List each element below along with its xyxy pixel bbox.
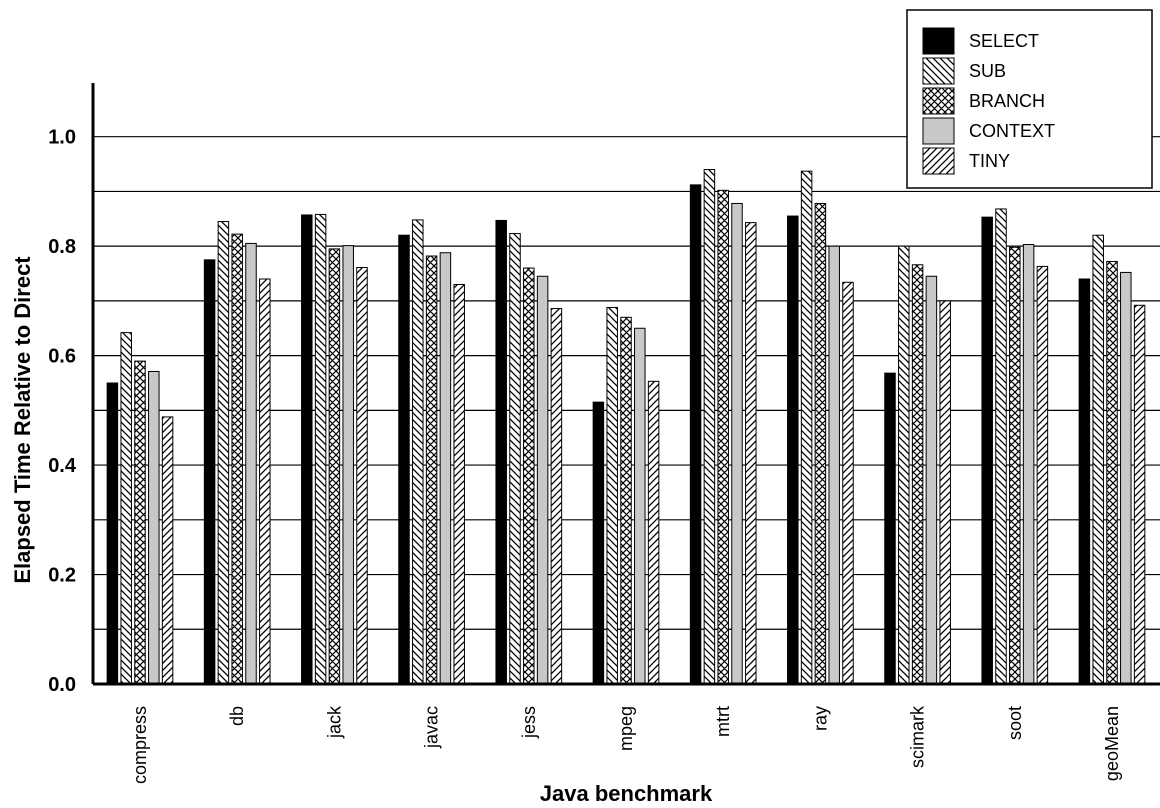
x-category-label: db [227, 706, 247, 726]
bar-branch-jess [523, 267, 535, 685]
bar-sub-ray [800, 170, 813, 685]
bar-select-soot [981, 216, 993, 685]
bar-sub-compress [120, 332, 132, 685]
bar-tiny-scimark [939, 300, 951, 685]
y-tick-label: 1.0 [48, 127, 76, 149]
bar-branch-mtrt [717, 189, 729, 685]
legend-label-context: CONTEXT [969, 121, 1055, 141]
legend-label-sub: SUB [969, 61, 1006, 81]
bar-context-geomean [1120, 271, 1132, 685]
bar-context-ray [828, 245, 840, 685]
bar-sub-mpeg [606, 306, 618, 685]
bar-select-scimark [884, 372, 896, 685]
bar-context-soot [1022, 244, 1035, 685]
bar-branch-javac [425, 255, 438, 685]
bar-select-compress [106, 382, 119, 685]
legend-swatch-branch [922, 87, 955, 115]
bar-branch-compress [134, 360, 146, 685]
bar-select-ray [787, 215, 799, 685]
bar-tiny-compress [161, 416, 174, 685]
bar-tiny-geomean [1133, 304, 1146, 685]
y-tick-label: 0.2 [48, 565, 76, 587]
bar-sub-mtrt [703, 169, 716, 685]
bar-sub-scimark [898, 245, 910, 685]
x-category-label: scimark [908, 705, 928, 768]
x-category-label: jess [519, 706, 539, 739]
bar-context-mpeg [634, 327, 646, 685]
bar-sub-db [217, 221, 230, 685]
bar-context-mtrt [731, 202, 743, 685]
bar-tiny-mpeg [647, 380, 660, 685]
bar-branch-db [231, 233, 243, 685]
bar-tiny-mtrt [745, 222, 757, 685]
legend-label-tiny: TINY [969, 151, 1010, 171]
bar-branch-mpeg [620, 316, 632, 685]
legend-swatch-select [922, 27, 955, 55]
y-tick-label: 0.8 [48, 236, 76, 258]
bar-context-jess [536, 275, 549, 685]
bar-select-mpeg [592, 401, 605, 685]
x-category-label: mtrt [713, 706, 733, 737]
bar-select-mtrt [689, 184, 702, 685]
y-tick-labels: 0.0 0.2 0.4 0.6 0.8 1.0 [48, 127, 77, 696]
bar-sub-soot [995, 208, 1007, 685]
bar-tiny-ray [842, 281, 854, 685]
bar-branch-jack [328, 248, 341, 685]
x-category-label: geoMean [1102, 706, 1122, 781]
legend: SELECT SUB BRANCH CONTEXT TINY [906, 9, 1153, 189]
x-category-label: jack [324, 705, 344, 739]
bar-select-db [203, 259, 216, 685]
bar-tiny-jack [356, 267, 368, 685]
legend-swatch-tiny [922, 147, 955, 175]
bar-select-jess [495, 219, 507, 685]
bar-tiny-db [259, 278, 271, 685]
legend-swatch-context [922, 117, 955, 145]
y-tick-label: 0.0 [48, 674, 76, 696]
x-category-label: javac [422, 706, 442, 749]
y-tick-label: 0.6 [48, 346, 76, 368]
axes [91, 83, 1160, 686]
bar-select-javac [398, 234, 410, 685]
bar-select-jack [301, 214, 313, 685]
bar-tiny-javac [453, 283, 465, 685]
bar-context-compress [148, 370, 160, 685]
bar-context-db [245, 242, 257, 685]
bar-sub-javac [412, 219, 424, 685]
bar-select-geomean [1078, 278, 1091, 685]
x-category-label: ray [810, 706, 830, 731]
y-tick-label: 0.4 [48, 455, 77, 477]
bar-branch-ray [814, 202, 827, 685]
x-axis-title: Java benchmark [540, 781, 713, 806]
legend-swatch-sub [922, 57, 955, 85]
bar-tiny-soot [1036, 265, 1049, 685]
x-category-label: soot [1005, 706, 1025, 740]
bar-branch-soot [1009, 246, 1021, 685]
bar-sub-geomean [1092, 234, 1104, 685]
legend-label-branch: BRANCH [969, 91, 1045, 111]
bar-branch-scimark [911, 264, 924, 685]
bar-sub-jack [314, 213, 327, 685]
legend-label-select: SELECT [969, 31, 1039, 51]
y-axis-title: Elapsed Time Relative to Direct [10, 256, 35, 584]
x-category-labels: compress db jack javac jess mpeg mtrt ray scimar… [130, 705, 1122, 784]
bar-tiny-jess [550, 308, 563, 685]
bar-context-javac [439, 252, 452, 685]
bar-sub-jess [509, 233, 521, 685]
bar-context-scimark [925, 275, 938, 685]
x-category-label: compress [130, 706, 150, 784]
bars [106, 169, 1146, 685]
bar-branch-geomean [1106, 260, 1118, 685]
x-category-label: mpeg [616, 706, 636, 751]
bar-context-jack [342, 245, 354, 685]
